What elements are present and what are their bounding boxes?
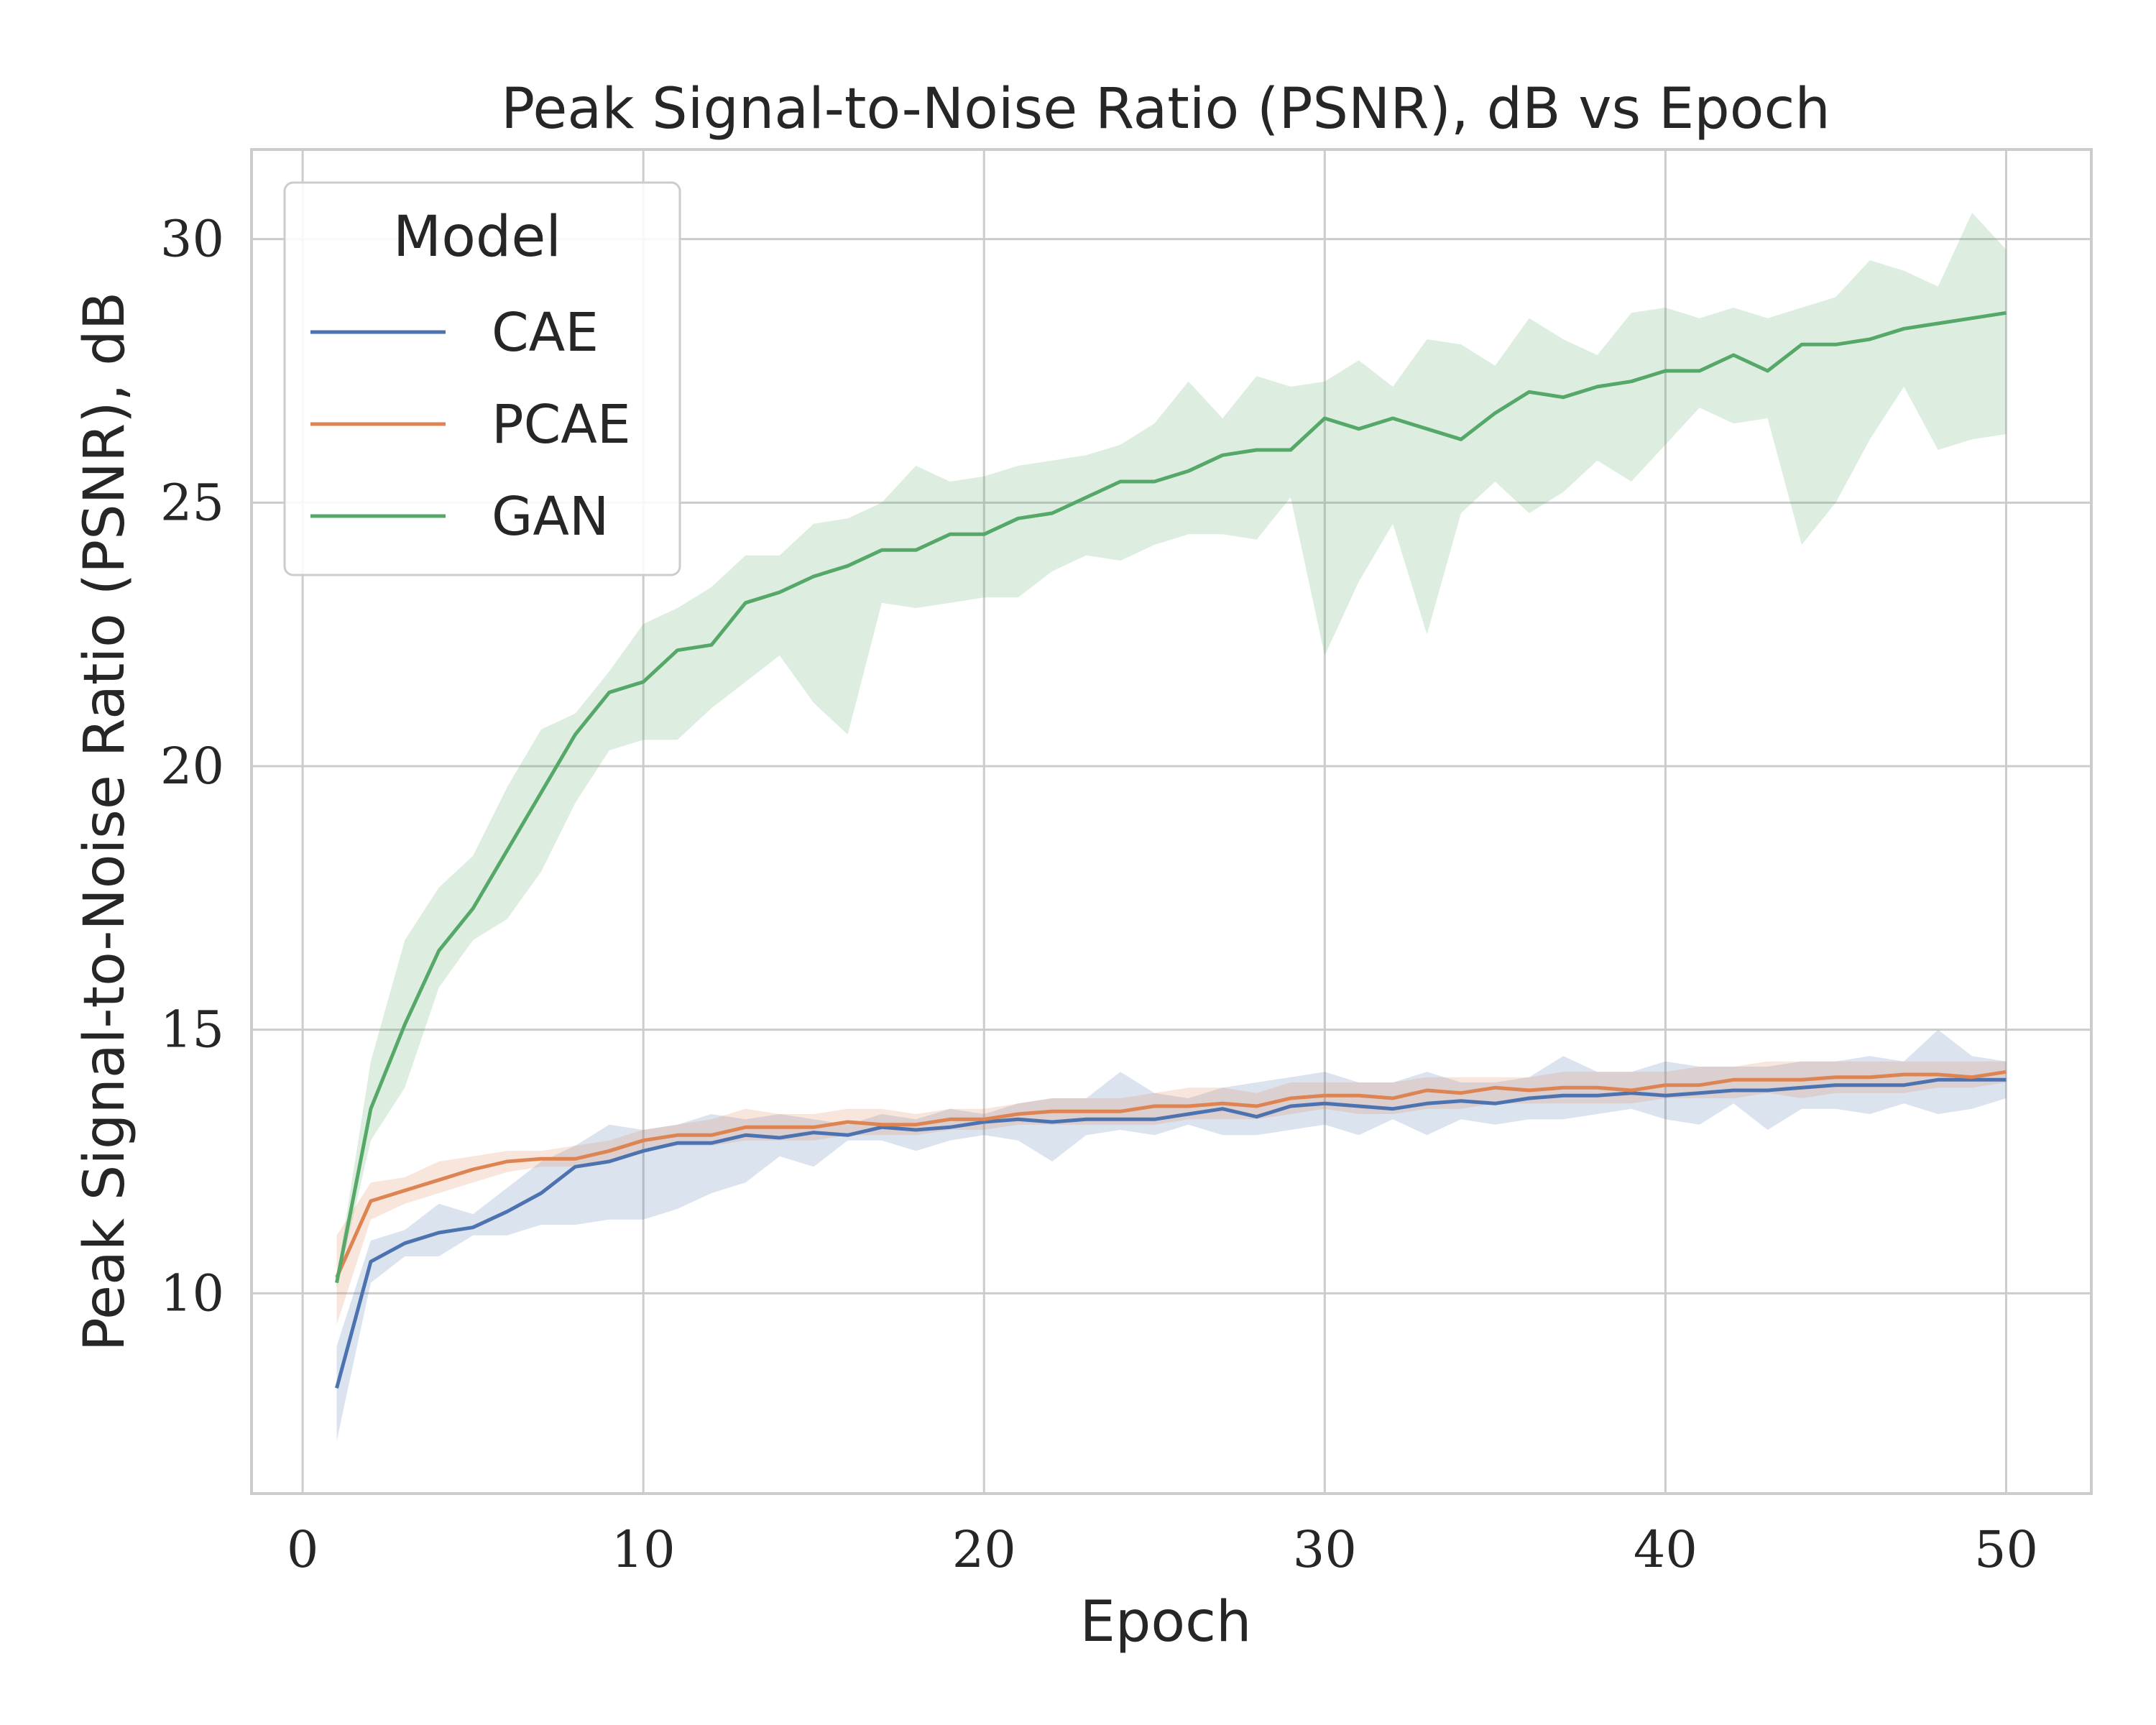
cae-series-line <box>335 1077 2007 1389</box>
x-axis-label: Epoch <box>1080 1590 1252 1655</box>
legend: Model CAE PCAE GAN <box>283 181 681 576</box>
gan-confidence-band <box>336 213 2007 1288</box>
x-tick-label-10: 10 <box>612 1520 676 1579</box>
plot-frame <box>250 148 2093 1495</box>
y-tick-label-30: 30 <box>160 210 224 269</box>
x-tick-labels: 0 10 20 30 40 50 <box>287 1520 2038 1579</box>
series-lines <box>335 310 2007 1389</box>
chart-title: Peak Signal-to-Noise Ratio (PSNR), dB vs… <box>501 77 1830 142</box>
x-tick-label-0: 0 <box>287 1520 319 1579</box>
legend-title: Model <box>393 205 561 270</box>
cae-confidence-band <box>336 1029 2007 1441</box>
legend-label-gan: GAN <box>492 486 609 548</box>
legend-label-cae: CAE <box>492 302 599 364</box>
gan-series-line <box>335 310 2007 1284</box>
legend-items: CAE PCAE GAN <box>310 302 631 548</box>
x-tick-label-20: 20 <box>952 1520 1016 1579</box>
pcae-series-line <box>335 1070 2007 1279</box>
y-tick-label-20: 20 <box>160 737 224 796</box>
y-tick-label-25: 25 <box>160 473 224 532</box>
y-tick-label-10: 10 <box>160 1264 224 1322</box>
y-tick-label-15: 15 <box>160 1000 224 1059</box>
legend-label-pcae: PCAE <box>492 394 631 456</box>
y-axis-label: Peak Signal-to-Noise Ratio (PSNR), dB <box>73 292 137 1351</box>
y-tick-labels: 10 15 20 25 30 <box>160 210 224 1323</box>
x-tick-label-50: 50 <box>1974 1520 2038 1579</box>
legend-box <box>283 181 681 576</box>
x-tick-label-30: 30 <box>1293 1520 1357 1579</box>
x-tick-label-40: 40 <box>1634 1520 1697 1579</box>
